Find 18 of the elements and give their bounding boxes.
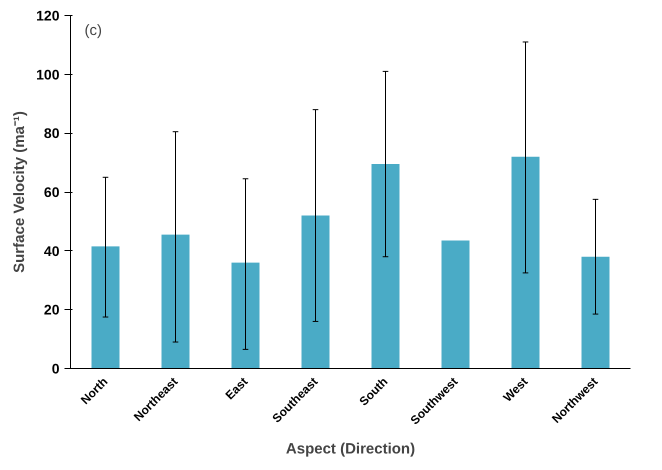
y-axis-title: Surface Velocity (ma⁻¹) (11, 111, 28, 273)
x-axis-title: Aspect (Direction) (286, 440, 416, 458)
y-tick-label: 80 (44, 125, 60, 142)
bar (162, 234, 190, 368)
bar (512, 156, 540, 368)
y-tick-label: 0 (52, 360, 60, 376)
y-tick-label: 60 (44, 184, 60, 200)
bar (302, 216, 330, 368)
bar (232, 262, 260, 368)
y-tick-label: 40 (44, 242, 60, 259)
y-tick-label: 100 (36, 66, 60, 82)
bar (582, 256, 610, 368)
annotation: (c) (84, 22, 102, 40)
bar (442, 240, 470, 368)
bar (92, 246, 120, 368)
y-tick-label: 120 (36, 8, 60, 24)
bar (372, 164, 400, 368)
y-tick-label: 20 (44, 302, 60, 318)
